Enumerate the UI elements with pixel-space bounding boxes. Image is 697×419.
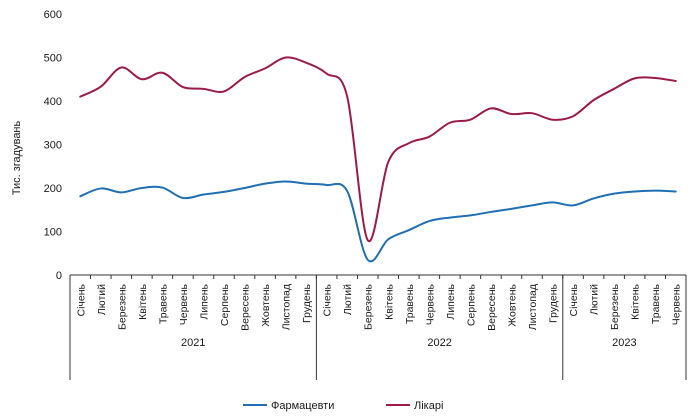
legend: Фармацевти Лікарі bbox=[243, 400, 443, 412]
x-tick-label: Травень bbox=[650, 283, 662, 324]
x-tick-label: Червень bbox=[178, 283, 190, 325]
x-tick-label: Квітень bbox=[137, 283, 149, 319]
x-tick-label: Червень bbox=[424, 283, 436, 325]
x-tick-label: Серпень bbox=[219, 283, 231, 326]
x-tick-label: Березень bbox=[116, 283, 128, 330]
y-tick-label: 100 bbox=[44, 227, 62, 239]
x-tick-label: Травень bbox=[157, 283, 169, 324]
x-tick-label: Липень bbox=[198, 283, 210, 319]
x-tick-label: Червень bbox=[671, 283, 683, 325]
x-tick-label: Жовтень bbox=[260, 283, 272, 326]
series-line-0 bbox=[79, 180, 677, 263]
x-tick-label: Березень bbox=[363, 283, 375, 330]
legend-label: Фармацевти bbox=[271, 400, 334, 412]
year-label: 2021 bbox=[181, 337, 205, 349]
x-tick-label: Січень bbox=[322, 283, 334, 316]
y-tick-label: 0 bbox=[56, 270, 62, 282]
y-tick-label: 500 bbox=[44, 53, 62, 65]
x-tick-label: Лютий bbox=[96, 284, 108, 315]
y-tick-label: 400 bbox=[44, 96, 62, 108]
x-tick-label: Лютий bbox=[342, 284, 354, 315]
x-axis: Січень Лютий Березень Квітень Травень Червень… bbox=[69, 274, 687, 380]
plot-lines bbox=[79, 56, 677, 263]
x-tick-label: Вересень bbox=[486, 283, 498, 330]
y-axis: 0 100 200 300 400 500 600 bbox=[44, 9, 62, 282]
x-tick-label: Лютий bbox=[589, 284, 601, 315]
x-tick-label: Квітень bbox=[630, 283, 642, 319]
x-tick-label: Серпень bbox=[465, 283, 477, 326]
y-tick-label: 600 bbox=[44, 9, 62, 21]
x-tick-label: Квітень bbox=[383, 283, 395, 319]
x-tick-label: Листопад bbox=[281, 284, 293, 330]
x-tick-label: Січень bbox=[568, 283, 580, 316]
legend-label: Лікарі bbox=[414, 400, 443, 412]
x-tick-label: Листопад bbox=[527, 284, 539, 330]
x-tick-label: Січень bbox=[75, 283, 87, 316]
series-line-1 bbox=[79, 56, 677, 243]
y-tick-label: 200 bbox=[44, 183, 62, 195]
x-tick-label: Березень bbox=[609, 283, 621, 330]
year-label: 2023 bbox=[612, 337, 636, 349]
x-tick-label: Вересень bbox=[240, 283, 252, 330]
year-label: 2022 bbox=[427, 337, 451, 349]
y-axis-label: Тис. згадувань bbox=[11, 120, 23, 195]
x-tick-label: Травень bbox=[404, 283, 416, 324]
x-tick-label: Грудень bbox=[548, 283, 560, 322]
x-tick-label: Жовтень bbox=[506, 283, 518, 326]
x-tick-label: Грудень bbox=[301, 283, 313, 322]
y-tick-label: 300 bbox=[44, 140, 62, 152]
x-tick-label: Липень bbox=[445, 283, 457, 319]
